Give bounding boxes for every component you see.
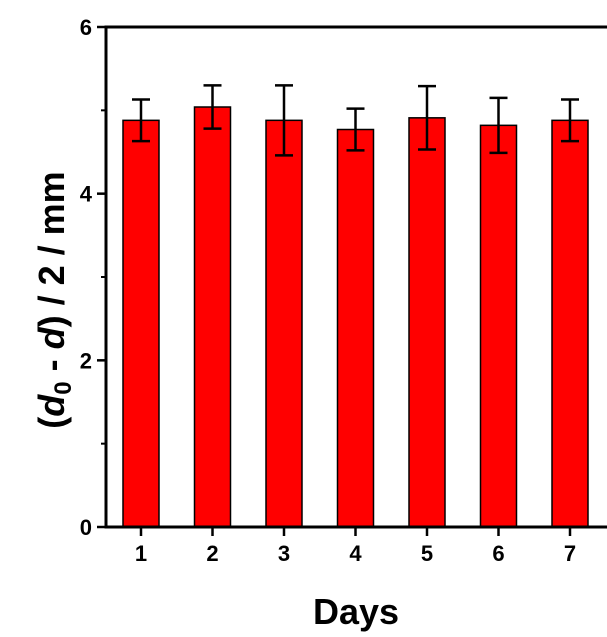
bar-day-2	[193, 106, 232, 528]
bar-day-6	[479, 124, 518, 528]
y-tick-label: 2	[80, 348, 92, 373]
error-bar-day-5	[418, 84, 436, 151]
x-axis-ticks: 1 2 3 4 5 6 7	[135, 527, 576, 566]
bar-day-5	[408, 117, 446, 528]
x-tick-label: 5	[421, 541, 433, 566]
bar-day-7	[551, 119, 589, 528]
error-bar-day-6	[489, 96, 508, 155]
y-axis-title: (d0 - d) / 2 / mm	[31, 171, 77, 428]
y-tick-label: 6	[80, 15, 92, 40]
x-tick-label: 6	[492, 541, 504, 566]
error-bar-day-4	[346, 107, 365, 152]
y-tick-label: 4	[80, 182, 93, 207]
x-tick-label: 1	[135, 541, 147, 566]
x-tick-label: 2	[206, 541, 218, 566]
bar-day-4	[336, 128, 375, 528]
error-bar-day-2	[203, 84, 222, 130]
x-tick-label: 3	[278, 541, 290, 566]
x-tick-label: 7	[564, 541, 576, 566]
y-axis-ticks: 0 2 4 6	[80, 15, 106, 540]
error-bar-day-3	[275, 84, 293, 157]
bars-group	[122, 106, 589, 528]
x-tick-label: 4	[349, 541, 362, 566]
error-bar-day-1	[132, 98, 150, 143]
y-tick-label: 0	[80, 515, 92, 540]
error-bars-group	[132, 84, 579, 157]
error-bar-day-7	[561, 98, 579, 143]
bar-day-3	[265, 119, 303, 528]
bar-day-1	[122, 119, 160, 528]
x-axis-title: Days	[313, 591, 399, 632]
